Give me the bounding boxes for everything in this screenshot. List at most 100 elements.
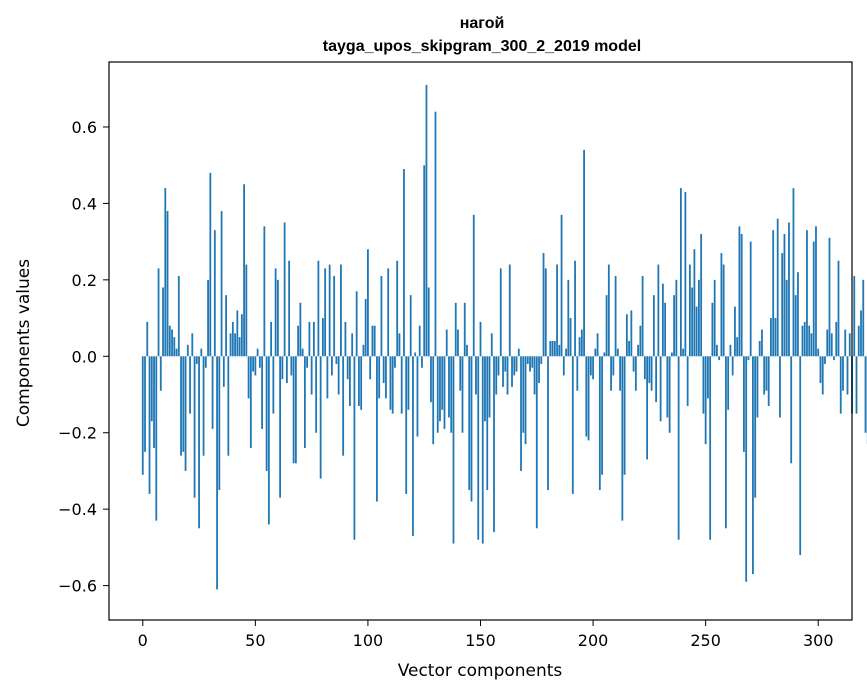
bar-component-205: [603, 352, 606, 357]
bar-component-12: [168, 325, 171, 357]
bar-component-182: [551, 341, 554, 357]
bar-component-93: [351, 333, 354, 357]
bar-component-180: [547, 356, 549, 491]
bar-component-195: [580, 329, 583, 357]
bar-component-33: [216, 356, 218, 590]
bar-component-65: [288, 260, 291, 357]
bar-component-88: [340, 264, 342, 357]
bar-component-123: [418, 325, 421, 357]
bar-component-102: [371, 325, 374, 357]
bar-component-68: [294, 356, 297, 464]
y-axis-ticks: −0.6 −0.4 −0.2 0.0 0.2 0.4 0.6: [58, 118, 109, 596]
bar-component-304: [826, 329, 829, 357]
bar-component-59: [274, 268, 277, 357]
bar-component-242: [686, 356, 689, 406]
bar-component-248: [700, 233, 703, 357]
x-axis-ticks: 0 50 100 150 200 250 300: [138, 620, 834, 650]
bar-component-10: [164, 188, 167, 357]
bar-component-219: [634, 356, 637, 391]
bar-component-189: [567, 279, 570, 357]
y-tick-label: 0.0: [72, 347, 97, 366]
bar-component-0: [141, 356, 144, 475]
bar-component-125: [423, 165, 426, 357]
x-axis-label: Vector components: [398, 661, 563, 681]
bar-component-98: [362, 344, 365, 357]
bar-component-26: [200, 348, 203, 357]
bar-component-39: [229, 333, 232, 357]
bar-component-99: [364, 298, 367, 357]
bar-component-109: [387, 268, 390, 357]
bar-component-267: [743, 356, 745, 452]
bar-component-187: [562, 356, 565, 376]
bar-component-260: [727, 356, 730, 410]
bar-component-310: [839, 356, 842, 414]
bar-component-305: [828, 237, 831, 357]
bar-component-283: [779, 356, 781, 418]
bar-component-112: [394, 356, 396, 368]
bar-component-50: [254, 356, 257, 376]
bar-component-294: [803, 321, 806, 357]
bar-component-7: [157, 268, 160, 357]
bar-component-183: [553, 341, 556, 357]
bar-component-216: [628, 341, 630, 357]
bar-component-167: [517, 348, 520, 357]
bar-component-72: [303, 356, 306, 449]
bar-component-166: [515, 356, 518, 372]
bar-component-114: [398, 333, 401, 357]
bar-component-140: [457, 329, 459, 357]
bar-component-71: [301, 348, 304, 357]
bar-component-143: [463, 302, 466, 357]
bar-component-170: [524, 356, 527, 445]
bar-component-238: [677, 356, 680, 540]
bar-component-302: [821, 356, 824, 395]
bar-component-177: [540, 356, 543, 364]
chart-title: нагой: [460, 15, 505, 32]
bar-component-89: [342, 356, 345, 456]
bar-component-148: [475, 356, 477, 395]
y-tick-label: 0.2: [72, 271, 97, 290]
bar-component-137: [450, 356, 453, 433]
bar-component-265: [738, 226, 741, 357]
bar-component-307: [833, 356, 835, 361]
bar-component-60: [276, 279, 279, 357]
bar-component-197: [585, 356, 588, 437]
bar-component-316: [853, 276, 856, 357]
bar-component-40: [231, 321, 234, 357]
bar-component-295: [806, 230, 808, 357]
bar-component-81: [324, 268, 327, 357]
bar-component-61: [279, 356, 282, 498]
bar-component-318: [857, 325, 860, 357]
bar-component-129: [432, 356, 435, 445]
x-tick-label: 0: [138, 631, 148, 650]
bar-component-288: [790, 356, 793, 464]
bar-component-273: [756, 356, 759, 418]
bar-component-48: [249, 356, 252, 449]
bar-component-8: [159, 356, 162, 391]
x-tick-label: 250: [690, 631, 721, 650]
x-tick-label: 150: [465, 631, 496, 650]
bar-component-130: [434, 111, 437, 357]
bar-component-263: [734, 306, 736, 357]
bar-component-317: [855, 356, 858, 414]
x-tick-label: 200: [578, 631, 609, 650]
chart-subtitle: tayga_upos_skipgram_300_2_2019 model: [323, 38, 641, 55]
bar-component-58: [272, 356, 275, 414]
y-tick-label: −0.6: [58, 577, 97, 596]
bar-component-83: [328, 264, 331, 357]
bar-component-145: [468, 356, 471, 491]
bar-component-185: [558, 344, 561, 357]
bar-component-103: [373, 325, 376, 357]
bar-component-110: [389, 356, 392, 410]
bar-component-56: [267, 356, 270, 525]
bar-component-311: [842, 356, 844, 391]
bar-component-200: [592, 356, 594, 380]
y-tick-label: 0.6: [72, 118, 97, 137]
bar-component-297: [810, 333, 813, 357]
bar-component-54: [263, 226, 266, 357]
bar-component-286: [785, 279, 788, 357]
bar-component-43: [238, 337, 241, 357]
bar-component-159: [499, 268, 502, 357]
bar-component-77: [315, 356, 318, 433]
bar-component-296: [808, 325, 811, 357]
bar-component-234: [668, 356, 671, 433]
